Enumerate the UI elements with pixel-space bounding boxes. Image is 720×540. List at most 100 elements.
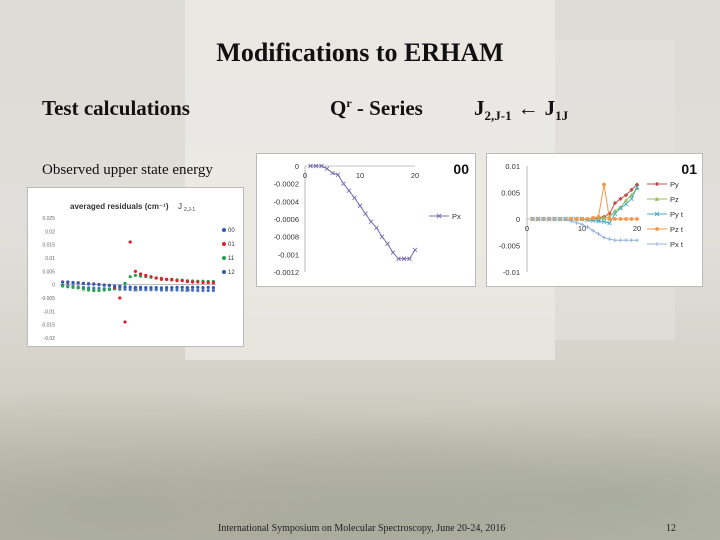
chart-00-point-px (396, 256, 401, 262)
residuals-point-11 (123, 281, 127, 285)
residuals-point-00 (175, 285, 179, 289)
chart-01-point-pzt (596, 214, 601, 219)
chart-01-point-py (634, 182, 640, 187)
residuals-point-01 (196, 280, 200, 284)
chart-01-point-py (618, 196, 623, 202)
chart-01-point-pxt (591, 228, 595, 233)
chart-01-point-pxt (607, 237, 612, 242)
chart-01-point-pxt (580, 222, 584, 227)
chart-01-legend-label-py: Py (670, 180, 679, 189)
residuals-point-11 (92, 288, 96, 293)
residuals-point-12 (191, 288, 195, 292)
residuals-legend-marker-00 (222, 228, 226, 232)
residuals-point-01 (159, 277, 163, 281)
chart-01-point-pxt (585, 224, 590, 229)
chart-01-point-pzt (569, 217, 573, 221)
subtitle-q: Q (330, 96, 347, 120)
chart-01-point-pxt (552, 217, 557, 221)
residuals-point-12 (180, 288, 184, 292)
chart-01-point-pxt (602, 235, 606, 240)
chart-01-legend-marker-pz (654, 196, 660, 201)
residuals-y-tick: 0.015 (42, 243, 55, 249)
residuals-point-01 (149, 275, 153, 279)
residuals-chart-tag-sub: 2,J-1 (184, 207, 195, 213)
chart-00-point-px (363, 211, 368, 217)
chart-00-point-px (352, 195, 357, 201)
chart-01-y-tick: 0.005 (501, 189, 520, 198)
chart-00-point-px (385, 241, 390, 247)
chart-01-point-pxt (624, 238, 628, 243)
chart-00-legend-label: Px (452, 212, 461, 221)
chart-01-point-py (629, 187, 634, 193)
residuals-legend-label-11: 11 (228, 256, 235, 262)
residuals-point-12 (170, 288, 174, 292)
chart-01-label: 01 (681, 161, 697, 177)
chart-01-point-pxt (558, 217, 562, 221)
residuals-point-00 (123, 285, 127, 289)
chart-01-legend-label-pyt: Py t (670, 210, 684, 219)
chart-01-y-tick: -0.01 (503, 268, 520, 277)
chart-00-point-px (368, 219, 374, 224)
chart-00-point-px (341, 181, 346, 186)
chart-01-point-pzt (613, 217, 617, 221)
residuals-point-00 (180, 285, 184, 289)
chart-00-point-px (319, 163, 324, 169)
residuals-point-11 (66, 285, 70, 289)
chart-00-y-tick: -0.0004 (274, 197, 299, 206)
transition-arrow: ← (517, 96, 539, 120)
chart-01-legend-marker-pyt (654, 211, 660, 217)
residuals-point-12 (175, 288, 179, 292)
chart-01-point-pyt (612, 211, 618, 217)
residuals-point-12 (185, 288, 189, 292)
chart-01-y-tick: -0.005 (499, 242, 520, 251)
chart-01-point-pzt (585, 217, 590, 221)
residuals-point-01 (180, 279, 184, 283)
residuals-y-tick: -0.005 (41, 296, 55, 302)
chart-01-y-tick: 0 (516, 215, 520, 224)
chart-01-legend-marker-pzt (655, 227, 659, 231)
chart-00-y-tick: -0.0008 (274, 233, 299, 242)
residuals-chart: averaged residuals (cm⁻¹) J 2,J-10.0250.02… (41, 202, 236, 342)
chart-01-point-pyt (596, 218, 601, 224)
residuals-point-01 (118, 296, 122, 300)
residuals-point-01 (144, 273, 148, 277)
residuals-chart-title: averaged residuals (cm⁻¹) (70, 202, 169, 211)
residuals-point-12 (128, 287, 132, 292)
chart-01-point-pxt (596, 231, 601, 236)
chart-01-point-pzt (624, 217, 628, 221)
chart-01-point-pxt (541, 217, 546, 221)
chart-01-series-pz-line (532, 187, 638, 220)
subtitle-left: Test calculations (42, 96, 190, 120)
chart-01-point-pxt (569, 219, 573, 224)
residuals-point-00 (107, 283, 111, 288)
chart-01-point-pxt (536, 217, 540, 221)
residuals-point-00 (118, 284, 122, 288)
residuals-point-00 (113, 284, 117, 288)
chart-01-point-pxt (547, 217, 551, 221)
residuals-y-tick: -0.02 (44, 336, 56, 342)
residuals-point-00 (191, 285, 195, 289)
residuals-point-01 (170, 278, 174, 282)
residuals-y-tick: 0.02 (45, 229, 55, 235)
transition-j-upper: J (474, 96, 485, 120)
chart-01-x-tick: 0 (525, 224, 529, 233)
chart-00-x-tick: 10 (356, 171, 364, 180)
chart-01-legend-label-pz: Pz (670, 195, 679, 204)
residuals-point-00 (133, 285, 137, 289)
residuals-point-12 (206, 288, 210, 293)
residuals-x-tick: 5 (82, 288, 85, 294)
residuals-y-tick: -0.01 (44, 309, 56, 315)
chart-00-y-tick: -0.0012 (274, 268, 299, 277)
chart-01-point-pyt (618, 206, 623, 211)
residuals-legend-marker-11 (222, 256, 226, 260)
residuals-point-00 (201, 286, 205, 290)
chart-01-point-pzt (629, 217, 634, 221)
residuals-point-00 (76, 281, 80, 285)
chart-01-legend-label-pxt: Px t (670, 240, 684, 249)
chart-01-legend-marker-py (654, 181, 660, 187)
chart-01-point-pz (623, 198, 629, 203)
subtitle-transition: J2,J-1 ← J1J (474, 96, 568, 124)
subtitle-series: Qr - Series (330, 96, 423, 121)
residuals-point-01 (154, 276, 158, 280)
residuals-point-01 (123, 320, 127, 324)
